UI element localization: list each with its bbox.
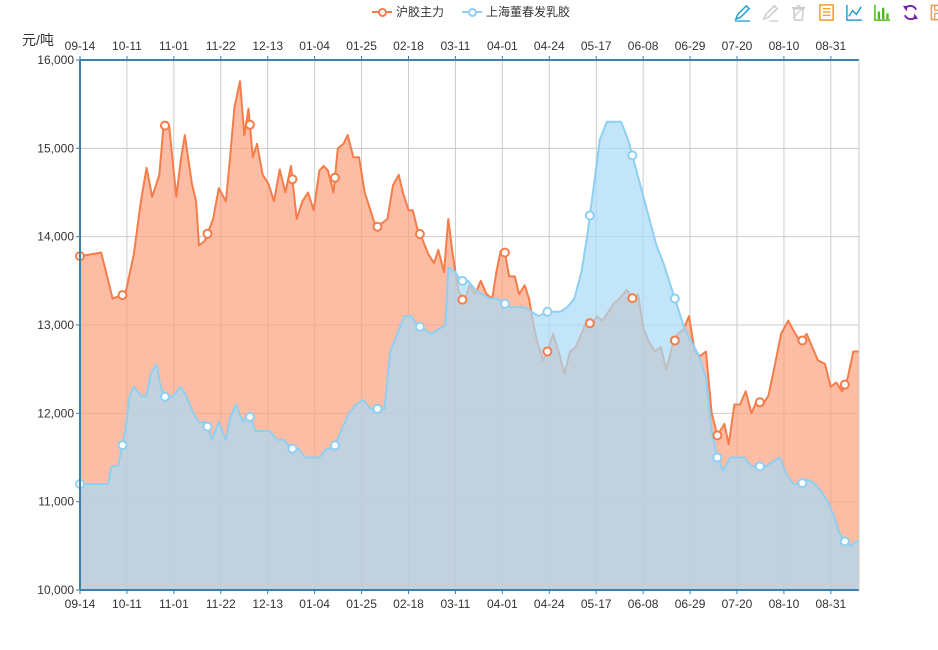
x-tick-label-top: 01-25 <box>346 39 377 53</box>
series-marker-0 <box>839 379 850 390</box>
legend-label-futures: 沪胶主力 <box>396 5 445 19</box>
series-marker-0 <box>499 247 510 258</box>
series-marker-1 <box>797 478 808 489</box>
series-marker-1 <box>202 421 213 432</box>
legend-item-latex[interactable]: 上海董春发乳胶 <box>462 3 570 20</box>
x-tick-label-bottom: 01-25 <box>346 597 377 611</box>
series-marker-1 <box>457 275 468 286</box>
bar-chart-icon[interactable] <box>872 2 893 23</box>
series-marker-1 <box>627 150 638 161</box>
x-tick-label-top: 08-10 <box>769 39 800 53</box>
x-tick-label-bottom: 05-17 <box>581 597 612 611</box>
series-marker-0 <box>329 172 340 183</box>
x-tick-label-bottom: 02-18 <box>393 597 424 611</box>
series-marker-1 <box>839 536 850 547</box>
y-tick-label: 13,000 <box>37 318 74 332</box>
x-tick-label-bottom: 06-29 <box>675 597 706 611</box>
x-tick-label-top: 09-14 <box>65 39 96 53</box>
data-view-icon[interactable] <box>816 2 837 23</box>
series-marker-1 <box>712 452 723 463</box>
series-marker-0 <box>712 430 723 441</box>
x-tick-label-top: 06-29 <box>675 39 706 53</box>
x-tick-label-top: 02-18 <box>393 39 424 53</box>
x-tick-label-bottom: 11-22 <box>206 597 236 611</box>
y-tick-label: 12,000 <box>37 406 74 420</box>
series-marker-1 <box>329 440 340 451</box>
series-marker-0 <box>287 174 298 185</box>
series-marker-1 <box>287 443 298 454</box>
y-tick-label: 11,000 <box>38 495 74 509</box>
y-axis-unit-label: 元/吨 <box>22 32 54 48</box>
line-chart-icon[interactable] <box>844 2 865 23</box>
series-marker-1 <box>499 298 510 309</box>
legend-swatch-latex <box>462 7 483 17</box>
x-tick-label-top: 06-08 <box>628 39 659 53</box>
mark-clear-icon[interactable] <box>788 2 809 23</box>
y-tick-label: 16,000 <box>37 53 74 67</box>
series-marker-1 <box>159 391 170 402</box>
series-marker-0 <box>159 120 170 131</box>
series-marker-0 <box>542 346 553 357</box>
x-tick-label-bottom: 08-10 <box>769 597 800 611</box>
x-tick-label-top: 04-24 <box>534 39 565 53</box>
series-marker-0 <box>244 119 255 130</box>
x-tick-label-top: 12-13 <box>252 39 283 53</box>
x-tick-label-top: 03-11 <box>441 39 471 53</box>
restore-icon[interactable] <box>900 2 921 23</box>
series-marker-1 <box>542 306 553 317</box>
x-tick-label-bottom: 04-24 <box>534 597 565 611</box>
mark-pen-icon[interactable] <box>732 2 753 23</box>
series-marker-0 <box>372 221 383 232</box>
x-tick-label-top: 10-11 <box>112 39 142 53</box>
series-marker-0 <box>627 293 638 304</box>
x-tick-label-bottom: 12-13 <box>252 597 283 611</box>
legend-item-futures[interactable]: 沪胶主力 <box>372 3 444 20</box>
series-marker-1 <box>117 440 128 451</box>
y-tick-label: 10,000 <box>37 583 74 597</box>
x-tick-label-bottom: 08-31 <box>815 597 846 611</box>
series-marker-0 <box>797 335 808 346</box>
legend: 沪胶主力 上海董春发乳胶 <box>372 3 570 20</box>
series-marker-1 <box>669 293 680 304</box>
y-tick-label: 14,000 <box>37 230 74 244</box>
x-tick-label-bottom: 06-08 <box>628 597 659 611</box>
series-area-1 <box>80 121 859 591</box>
series-marker-1 <box>584 210 595 221</box>
y-tick-label: 15,000 <box>37 141 74 155</box>
x-tick-label-bottom: 11-01 <box>159 597 189 611</box>
x-tick-label-bottom: 10-11 <box>112 597 142 611</box>
series-marker-1 <box>244 411 255 422</box>
series-marker-0 <box>414 229 425 240</box>
x-tick-label-top: 11-01 <box>159 39 189 53</box>
series-marker-0 <box>457 294 468 305</box>
x-tick-label-top: 07-20 <box>722 39 753 53</box>
x-tick-label-top: 04-01 <box>487 39 518 53</box>
series-marker-1 <box>414 321 425 332</box>
toolbox <box>732 2 938 23</box>
x-tick-label-bottom: 09-14 <box>65 597 96 611</box>
series-marker-0 <box>117 290 128 301</box>
mark-undo-icon[interactable] <box>760 2 781 23</box>
series-marker-0 <box>202 228 213 239</box>
legend-label-latex: 上海董春发乳胶 <box>486 5 571 19</box>
x-tick-label-bottom: 01-04 <box>299 597 330 611</box>
x-tick-label-top: 11-22 <box>206 39 236 53</box>
x-tick-label-bottom: 04-01 <box>487 597 518 611</box>
series-marker-0 <box>669 335 680 346</box>
x-tick-label-bottom: 03-11 <box>441 597 471 611</box>
x-tick-label-top: 05-17 <box>581 39 612 53</box>
save-image-icon[interactable] <box>928 2 938 23</box>
x-tick-label-bottom: 07-20 <box>722 597 753 611</box>
x-tick-label-top: 08-31 <box>815 39 846 53</box>
series-marker-1 <box>372 403 383 414</box>
series-line-0 <box>79 80 859 446</box>
x-tick-label-top: 01-04 <box>299 39 330 53</box>
legend-swatch-futures <box>372 7 392 17</box>
series-marker-0 <box>584 318 595 329</box>
series-marker-0 <box>754 397 765 408</box>
series-marker-1 <box>754 461 765 472</box>
